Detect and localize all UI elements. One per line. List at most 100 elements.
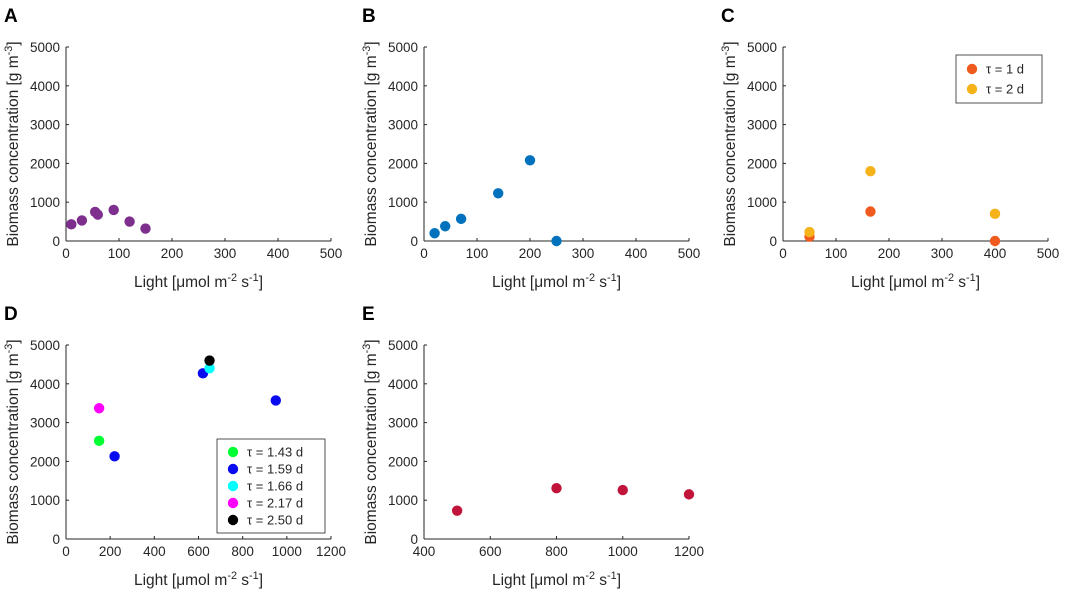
y-tick-label: 2000 <box>747 156 777 171</box>
x-axis-label: Light [μmol m-2 s-1] <box>134 272 263 291</box>
data-point <box>989 208 1001 220</box>
x-tick-label: 400 <box>625 246 648 261</box>
y-tick-label: 5000 <box>747 40 777 55</box>
y-tick-label: 0 <box>769 234 777 249</box>
y-tick-label: 0 <box>52 234 60 249</box>
y-tick-label: 1000 <box>30 195 60 210</box>
panel-d: D 0 200 400 600 800 1000 1200 0 1000 2000 3000 4000 5… <box>3 304 346 589</box>
x-axis-label: Light [μmol m-2 s-1] <box>492 272 621 291</box>
x-tick-label: 400 <box>413 544 436 559</box>
legend-marker <box>966 63 978 75</box>
data-point <box>204 363 215 374</box>
y-tick-label: 5000 <box>30 338 60 353</box>
y-tick-label: 1000 <box>747 195 777 210</box>
y-axis-label: Biomass concentration [g m-3] <box>720 41 739 246</box>
data-point <box>66 219 77 230</box>
x-tick-label: 1200 <box>674 544 704 559</box>
x-tick-label: 0 <box>420 246 428 261</box>
y-tick-label: 4000 <box>747 79 777 94</box>
legend-c: τ = 1 d τ = 2 d <box>955 54 1043 104</box>
data-point <box>93 435 105 447</box>
legend-marker <box>227 480 239 492</box>
panel-letter-d: D <box>4 304 18 325</box>
data-point <box>270 395 281 406</box>
data-point <box>455 213 467 225</box>
x-tick-label: 100 <box>108 246 131 261</box>
x-tick-label: 600 <box>479 544 502 559</box>
legend-marker <box>227 514 239 526</box>
x-tick-label: 1000 <box>272 544 302 559</box>
data-point <box>92 209 104 220</box>
data-point <box>865 165 876 177</box>
x-tick-label: 300 <box>214 246 237 261</box>
x-tick-label: 200 <box>99 544 122 559</box>
data-point <box>76 215 88 226</box>
legend-label: τ = 1.66 d <box>247 479 303 494</box>
legend-label: τ = 1 d <box>986 62 1024 77</box>
x-tick-label: 0 <box>62 246 70 261</box>
panel-a: A0 100 200 300 400 500010002000300040005000Li… <box>3 6 342 291</box>
y-tick-label: 1000 <box>388 195 418 210</box>
x-tick-label: 800 <box>231 544 254 559</box>
data-point <box>429 228 440 239</box>
data-point <box>451 505 463 516</box>
y-tick-label: 0 <box>410 234 418 249</box>
x-axis-label: Light [μmol m-2 s-1] <box>134 570 263 589</box>
legend-marker <box>227 497 239 509</box>
legend-d: τ = 1.43 d τ = 1.59 d τ = 1.66 d τ = 2.17 d… <box>216 438 326 534</box>
y-tick-label: 4000 <box>30 79 60 94</box>
data-point <box>683 489 695 500</box>
y-tick-label: 2000 <box>388 454 418 469</box>
data-point <box>804 226 815 238</box>
y-tick-label: 4000 <box>30 377 60 392</box>
x-axis-label: Light [μmol m-2 s-1] <box>851 272 980 291</box>
y-tick-label: 2000 <box>30 454 60 469</box>
y-axis-label: Biomass concentration [g m-3] <box>3 41 22 246</box>
legend-marker <box>227 463 239 475</box>
y-tick-label: 5000 <box>388 40 418 55</box>
panel-e: E 400 600 800 1000 1200 0 1000 2000 3000 4000 5000 L… <box>361 304 704 589</box>
legend-label: τ = 2.17 d <box>247 496 303 511</box>
x-tick-label: 0 <box>62 544 70 559</box>
y-tick-label: 4000 <box>388 377 418 392</box>
y-tick-label: 5000 <box>30 40 60 55</box>
y-tick-label: 3000 <box>747 118 777 133</box>
data-point <box>551 235 562 247</box>
x-tick-label: 1000 <box>608 544 638 559</box>
legend-label: τ = 1.59 d <box>247 462 303 477</box>
data-point <box>989 235 1001 247</box>
data-point <box>124 216 135 227</box>
legend-marker <box>227 446 239 458</box>
y-tick-label: 0 <box>410 532 418 547</box>
y-axis-label: Biomass concentration [g m-3] <box>361 339 380 544</box>
x-tick-label: 800 <box>545 544 568 559</box>
y-tick-label: 3000 <box>30 118 60 133</box>
x-tick-label: 100 <box>466 246 489 261</box>
x-tick-label: 500 <box>678 246 701 261</box>
data-point <box>617 484 628 496</box>
y-axis-label: Biomass concentration [g m-3] <box>361 41 380 246</box>
panel-b: B0 100 200 300 400 500010002000300040005000Li… <box>361 6 700 291</box>
panel-letter-e: E <box>362 304 375 325</box>
y-tick-label: 1000 <box>388 493 418 508</box>
x-tick-label: 1200 <box>316 544 346 559</box>
legend-label: τ = 1.43 d <box>247 445 303 460</box>
x-tick-label: 200 <box>878 246 901 261</box>
data-point <box>204 355 215 366</box>
data-point <box>865 206 876 217</box>
data-point <box>93 403 105 414</box>
data-point <box>108 204 119 216</box>
x-tick-label: 400 <box>143 544 166 559</box>
x-tick-label: 500 <box>320 246 343 261</box>
panel-letter-a: A <box>4 6 18 27</box>
data-point <box>493 188 504 199</box>
x-tick-label: 200 <box>161 246 184 261</box>
y-tick-label: 3000 <box>388 118 418 133</box>
y-tick-label: 5000 <box>388 338 418 353</box>
x-tick-label: 0 <box>779 246 787 261</box>
y-tick-label: 2000 <box>388 156 418 171</box>
legend-label: τ = 2.50 d <box>247 513 303 528</box>
panel-letter-b: B <box>362 6 376 27</box>
legend-label: τ = 2 d <box>986 82 1024 97</box>
